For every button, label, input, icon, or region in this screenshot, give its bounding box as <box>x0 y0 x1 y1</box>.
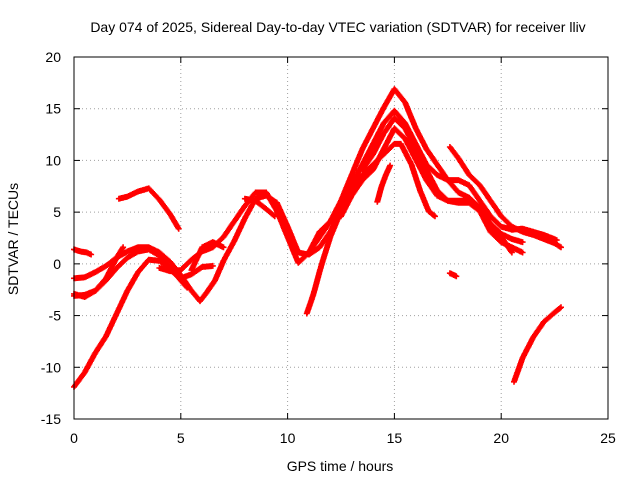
data-point-markers <box>71 256 216 390</box>
data-point-markers <box>306 125 515 256</box>
x-tick-label: 15 <box>387 430 403 446</box>
x-tick-label: 25 <box>600 430 616 446</box>
data-point-markers <box>511 304 564 385</box>
series-track-l <box>374 162 394 205</box>
series-track-m <box>241 195 278 220</box>
series-track-k <box>306 125 515 256</box>
y-tick-label: -5 <box>49 308 62 324</box>
y-tick-label: 0 <box>53 256 61 272</box>
plot-frame <box>73 56 609 420</box>
data-point-markers <box>241 195 278 220</box>
y-tick-label: -10 <box>41 359 61 375</box>
series-track-o <box>511 304 564 385</box>
y-tick-label: 5 <box>53 204 61 220</box>
data-points <box>71 86 564 390</box>
series-track-h <box>156 86 526 275</box>
x-tick-label: 0 <box>70 430 78 446</box>
data-point-markers <box>115 185 182 232</box>
axis-ticks: 0 5 10 15 20 25 -15 -10 -5 0 5 10 15 20 <box>41 49 616 446</box>
grid-lines <box>74 57 608 419</box>
data-point-markers <box>446 144 564 251</box>
y-tick-label: -15 <box>41 411 61 427</box>
series-track-b <box>71 256 216 390</box>
series-track-g <box>115 185 182 232</box>
data-point-markers <box>446 270 460 280</box>
chart-title: Day 074 of 2025, Sidereal Day-to-day VTE… <box>90 19 585 35</box>
y-tick-label: 10 <box>45 152 61 168</box>
x-tick-label: 10 <box>280 430 296 446</box>
data-point-markers <box>156 86 526 275</box>
series-track-c <box>71 107 560 305</box>
data-point-markers <box>374 162 394 205</box>
x-axis-label: GPS time / hours <box>287 458 394 474</box>
x-tick-label: 20 <box>493 430 509 446</box>
series-track-n <box>446 144 564 251</box>
series-track-p <box>446 270 460 280</box>
x-tick-label: 5 <box>177 430 185 446</box>
y-tick-label: 20 <box>45 49 61 65</box>
data-point-markers <box>71 107 560 305</box>
y-axis-label: SDTVAR / TECUs <box>5 183 21 295</box>
y-tick-label: 15 <box>45 101 61 117</box>
